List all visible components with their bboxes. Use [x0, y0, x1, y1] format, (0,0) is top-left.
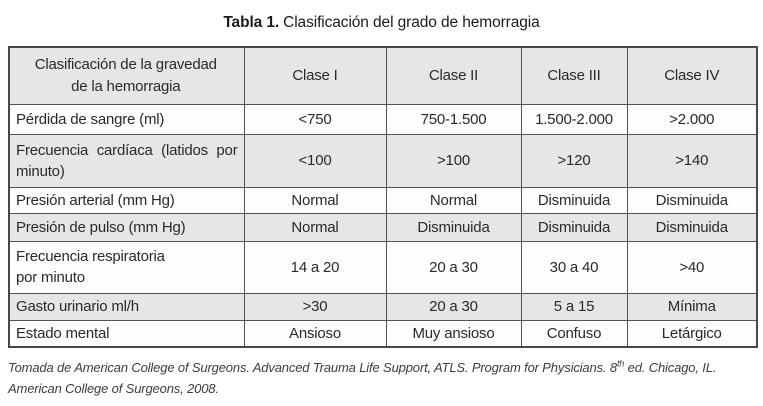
cell-value: Disminuida	[385, 212, 522, 242]
cell-value: >140	[626, 133, 758, 188]
cell-value: >120	[520, 133, 628, 188]
table-row-blood-loss: Pérdida de sangre (ml) <750 750-1.500 1.…	[8, 103, 758, 135]
cell-value: Mínima	[626, 292, 758, 321]
header-cell-clase-iii: Clase III	[520, 46, 628, 105]
cell-value: >2.000	[626, 103, 758, 135]
table-caption: Tabla 1. Clasificación del grado de hemor…	[0, 13, 763, 32]
footnote-text: Tomada de American College of Surgeons. …	[8, 360, 617, 375]
cell-value: <100	[243, 133, 387, 188]
cell-value: <750	[243, 103, 387, 135]
row-label: Estado mental	[8, 319, 245, 348]
cell-value: 5 a 15	[520, 292, 628, 321]
cell-value: Normal	[385, 186, 522, 214]
footnote-line-1: Tomada de American College of Surgeons. …	[8, 357, 760, 378]
row-label: Frecuencia cardíaca (latidos por minuto)	[8, 133, 245, 188]
row-label: Gasto urinario ml/h	[8, 292, 245, 321]
footnote-line-2: American College of Surgeons, 2008.	[8, 381, 219, 396]
cell-value: 750-1.500	[385, 103, 522, 135]
table-caption-text: Clasificación del grado de hemorragia	[283, 14, 540, 31]
cell-value: >100	[385, 133, 522, 188]
cell-value: Disminuida	[626, 186, 758, 214]
cell-value: Normal	[243, 212, 387, 242]
table-row-mental-status: Estado mental Ansioso Muy ansioso Confus…	[8, 319, 758, 348]
cell-value: Confuso	[520, 319, 628, 348]
row-label: Pérdida de sangre (ml)	[8, 103, 245, 135]
cell-value: Letárgico	[626, 319, 758, 348]
cell-value: Disminuida	[520, 186, 628, 214]
cell-value: >40	[626, 240, 758, 294]
footnote-text: ed. Chicago, IL.	[624, 360, 717, 375]
row-label: Frecuencia respiratoria por minuto	[8, 240, 245, 294]
row-label: Presión de pulso (mm Hg)	[8, 212, 245, 242]
cell-value: 20 a 30	[385, 292, 522, 321]
header-cell-clase-iv: Clase IV	[626, 46, 758, 105]
cell-value: Muy ansioso	[385, 319, 522, 348]
cell-value: 1.500-2.000	[520, 103, 628, 135]
table-row-heart-rate: Frecuencia cardíaca (latidos por minuto)…	[8, 133, 758, 188]
superscript-th: th	[616, 358, 625, 369]
table-row-respiratory-rate: Frecuencia respiratoria por minuto 14 a …	[8, 240, 758, 294]
cell-value: >30	[243, 292, 387, 321]
cell-value: 30 a 40	[520, 240, 628, 294]
table-caption-number: Tabla 1.	[223, 14, 280, 31]
table-row-pulse-pressure: Presión de pulso (mm Hg) Normal Disminui…	[8, 212, 758, 242]
cell-value: Disminuida	[626, 212, 758, 242]
hemorrhage-classification-table: Clasificación de la gravedad de la hemor…	[8, 46, 758, 348]
row-label: Presión arterial (mm Hg)	[8, 186, 245, 214]
cell-value: Ansioso	[243, 319, 387, 348]
cell-value: 20 a 30	[385, 240, 522, 294]
cell-value: Normal	[243, 186, 387, 214]
header-cell-clase-ii: Clase II	[385, 46, 522, 105]
table-row-blood-pressure: Presión arterial (mm Hg) Normal Normal D…	[8, 186, 758, 214]
header-cell-clase-i: Clase I	[243, 46, 387, 105]
header-row: Clasificación de la gravedad de la hemor…	[8, 46, 758, 105]
table-row-urine-output: Gasto urinario ml/h >30 20 a 30 5 a 15 M…	[8, 292, 758, 321]
header-cell-classification: Clasificación de la gravedad de la hemor…	[8, 46, 245, 105]
cell-value: Disminuida	[520, 212, 628, 242]
footnote-citation: Tomada de American College of Surgeons. …	[8, 357, 760, 399]
cell-value: 14 a 20	[243, 240, 387, 294]
